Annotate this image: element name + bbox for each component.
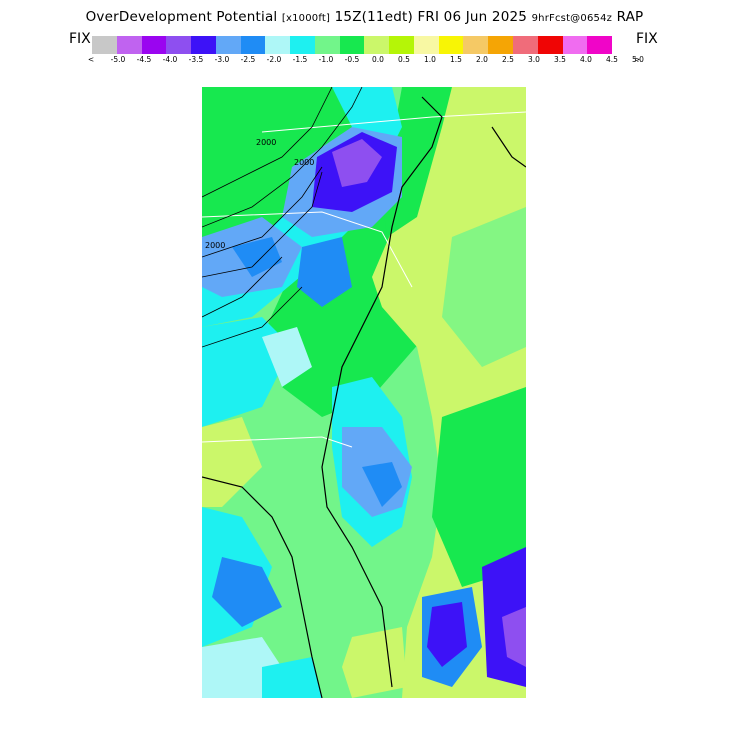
color-swatch [265,36,291,54]
tick-next: > [633,55,641,64]
color-swatch [513,36,538,54]
tick-label: -3.5 [188,55,204,64]
map-canvas: 2000 2000 2000 [202,87,526,698]
tick-label: 1.0 [424,55,436,64]
tick-label: 2.5 [502,55,514,64]
color-swatch [463,36,489,54]
fix-left-label: FIX [69,31,91,47]
map-title: OverDevelopment Potential [x1000ft] 15Z(… [0,9,729,25]
tick-label: 4.5 [606,55,618,64]
color-swatch [166,36,192,54]
tick-label: -2.5 [240,55,256,64]
color-swatch [191,36,216,54]
title-product: OverDevelopment Potential [85,9,278,25]
color-swatch [488,36,514,54]
color-swatch [389,36,414,54]
color-swatch [438,36,464,54]
contour-label-2: 2000 [294,158,314,167]
color-swatch [537,36,563,54]
title-valid-time: 15Z(11edt) [334,9,413,25]
contour-label-1: 2000 [256,138,276,147]
title-date: FRI 06 Jun 2025 [417,9,528,25]
color-swatch [215,36,241,54]
tick-label: -4.0 [162,55,178,64]
tick-label: 4.0 [580,55,592,64]
color-swatch [290,36,315,54]
fix-right-label: FIX [636,31,658,47]
color-scale [92,36,613,54]
color-swatch [562,36,588,54]
color-swatch [314,36,340,54]
tick-label: -2.0 [266,55,282,64]
contour-label-3: 2000 [205,241,225,250]
color-scale-ticks: < -5.0 -4.5 -4.0 -3.5 -3.0 -2.5 -2.0 -1.5 -1.0 -0.… [85,55,645,67]
tick-label: -3.0 [214,55,230,64]
color-swatch [240,36,266,54]
color-swatch [364,36,390,54]
tick-label: 0.5 [398,55,410,64]
tick-prev: < [87,55,95,64]
tick-label: 5.0 [632,55,644,64]
title-units: [x1000ft] [281,13,331,24]
color-swatch [92,36,117,54]
title-model: RAP [616,9,644,25]
tick-label: 3.5 [554,55,566,64]
tick-label: -1.5 [292,55,308,64]
tick-label: 2.0 [476,55,488,64]
color-swatch [587,36,613,54]
color-swatch [339,36,365,54]
tick-label: 0.0 [372,55,384,64]
color-swatch [116,36,142,54]
tick-label: -4.5 [136,55,152,64]
tick-label: 3.0 [528,55,540,64]
tick-label: -1.0 [318,55,334,64]
title-run: 9hrFcst@0654z [531,13,613,24]
tick-label: 1.5 [450,55,462,64]
color-swatch [413,36,439,54]
forecast-map: 2000 2000 2000 [202,87,526,698]
tick-label: -5.0 [110,55,126,64]
color-swatch [141,36,167,54]
tick-label: -0.5 [344,55,360,64]
